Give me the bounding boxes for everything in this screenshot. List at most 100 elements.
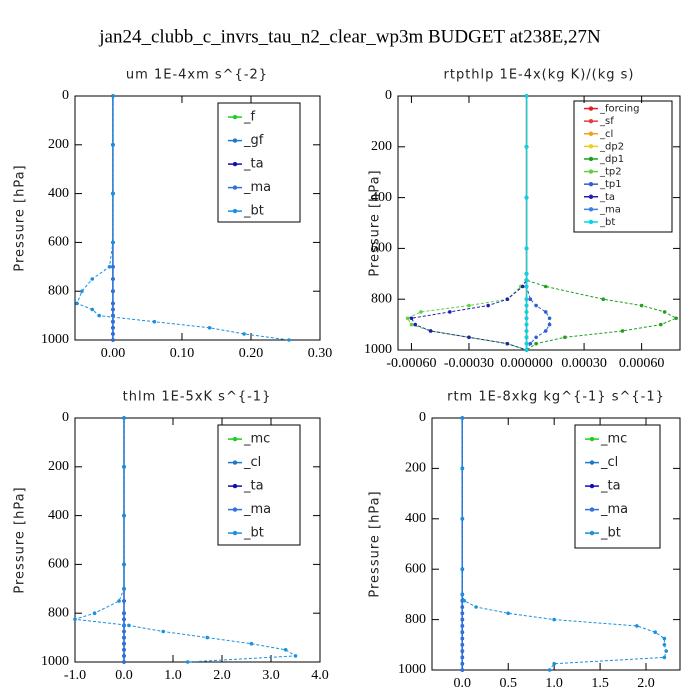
legend-marker — [588, 207, 594, 212]
plot-frame — [74, 95, 321, 341]
data-point — [543, 329, 548, 333]
data-point — [111, 313, 115, 318]
legend-label: _bt — [243, 526, 264, 541]
data-point — [428, 329, 433, 333]
y-tick-label: 600 — [405, 561, 426, 576]
y-tick-label: 600 — [48, 557, 69, 572]
data-point — [524, 335, 529, 340]
y-tick-label: 800 — [371, 291, 392, 306]
data-point — [97, 313, 101, 318]
data-point — [111, 289, 115, 294]
data-point — [534, 341, 538, 346]
data-point — [460, 605, 465, 609]
data-point — [409, 316, 414, 321]
data-point — [524, 195, 529, 200]
legend-box — [217, 102, 301, 223]
data-point — [122, 416, 126, 420]
data-point — [662, 643, 667, 647]
legend-marker — [232, 161, 238, 167]
panel-title: um 1E-4xm s^{-2} — [126, 68, 268, 83]
data-point — [460, 517, 465, 521]
data-point — [405, 316, 410, 321]
y-tick-label: 400 — [48, 508, 69, 523]
data-point — [249, 641, 254, 646]
y-tick-label: 1000 — [364, 342, 392, 357]
data-point — [674, 316, 678, 321]
x-tick-label: 0.00030 — [561, 356, 607, 371]
data-point — [90, 277, 95, 281]
data-point — [460, 617, 465, 622]
data-point — [524, 341, 529, 346]
legend-label: _bt — [599, 217, 615, 228]
data-point — [460, 466, 465, 471]
y-tick-label: 800 — [48, 283, 69, 298]
legend-label: _tp2 — [599, 167, 622, 178]
x-tick-label: 0.5 — [499, 676, 517, 691]
data-point — [122, 562, 126, 567]
data-point — [547, 668, 552, 672]
data-point — [122, 654, 126, 658]
data-point — [662, 636, 667, 641]
data-point — [460, 416, 465, 420]
legend-marker — [589, 460, 595, 465]
y-tick-label: 1000 — [41, 332, 69, 347]
data-point — [161, 629, 165, 634]
legend-marker — [588, 106, 594, 111]
legend-marker — [232, 138, 238, 143]
data-point — [534, 303, 538, 308]
legend-marker — [232, 530, 238, 536]
legend-marker — [232, 507, 238, 512]
data-point — [620, 329, 625, 333]
legend-marker — [232, 208, 238, 214]
data-point — [460, 630, 465, 634]
legend-label: _sf — [599, 116, 614, 127]
legend-label: _ta — [243, 157, 264, 172]
data-point — [505, 341, 510, 346]
legend-marker — [588, 156, 594, 162]
legend-marker — [589, 507, 595, 512]
legend-marker — [232, 483, 238, 489]
data-point — [486, 303, 490, 308]
data-point — [107, 265, 112, 269]
data-point — [185, 660, 190, 664]
data-point — [111, 94, 115, 98]
data-point — [207, 326, 212, 330]
legend-label: _cl — [243, 455, 261, 470]
data-point — [152, 319, 157, 324]
legend-label: _forcing — [599, 104, 640, 115]
data-point — [460, 649, 465, 653]
data-point — [111, 277, 115, 281]
legend-marker — [232, 436, 238, 442]
y-tick-label: 200 — [48, 137, 69, 152]
x-tick-label: 2.0 — [213, 668, 231, 683]
data-point — [552, 617, 556, 622]
legend-label: _bt — [243, 204, 264, 219]
data-point — [122, 629, 126, 634]
data-point — [460, 668, 465, 672]
legend-label: _tp1 — [599, 179, 622, 190]
legend-label: _dp1 — [599, 154, 624, 165]
legend-marker — [588, 194, 594, 199]
legend-label: _ta — [600, 479, 621, 494]
x-tick-label: 3.0 — [262, 668, 280, 683]
data-point — [662, 310, 667, 314]
x-tick-label: 0.0 — [115, 668, 133, 683]
data-point — [75, 301, 79, 306]
legend-label: _ma — [600, 502, 628, 517]
data-point — [127, 623, 131, 628]
data-point — [528, 297, 533, 302]
legend-label: _ma — [243, 502, 271, 517]
y-tick-label: 0 — [62, 410, 69, 425]
data-point — [552, 661, 556, 666]
plot-frame — [397, 95, 681, 351]
data-point — [524, 310, 529, 314]
y-tick-label: 800 — [48, 605, 69, 620]
y-tick-label: 0 — [62, 88, 69, 103]
x-tick-label: 1.5 — [591, 676, 609, 691]
data-point — [92, 611, 97, 615]
data-point — [122, 617, 126, 622]
data-point — [111, 240, 115, 245]
data-point — [73, 617, 77, 622]
x-tick-label: 0.30 — [308, 346, 333, 361]
y-axis-label: Pressure [hPa] — [368, 169, 383, 276]
